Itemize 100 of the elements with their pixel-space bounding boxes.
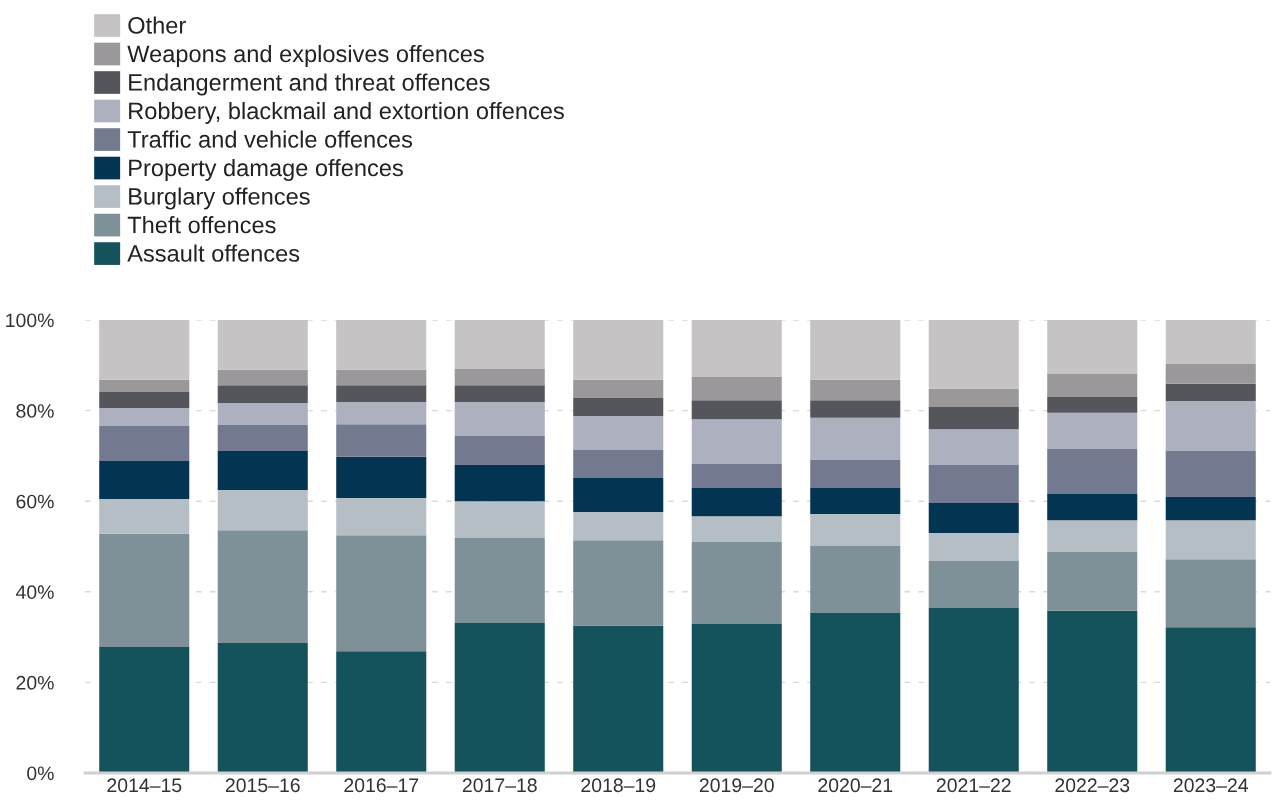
bar [573, 450, 664, 479]
bar [1165, 363, 1256, 384]
bar [454, 385, 545, 402]
bar [1165, 627, 1256, 773]
bar [573, 512, 664, 541]
bar [928, 320, 1019, 389]
bar [1165, 320, 1256, 364]
bar [1047, 320, 1138, 374]
bar [1047, 449, 1138, 494]
bar [99, 460, 190, 499]
bar [217, 450, 308, 490]
bar [691, 419, 782, 465]
x-tick-label: 2022–23 [1055, 778, 1130, 793]
bar [454, 464, 545, 502]
bar [1165, 559, 1256, 628]
bar [217, 402, 308, 426]
bar [454, 368, 545, 386]
bar [217, 642, 308, 773]
bar [1047, 610, 1138, 773]
legend-label: Weapons and explosives offences [127, 44, 484, 67]
bar [691, 320, 782, 378]
bar [810, 400, 901, 418]
bar [810, 459, 901, 489]
bar [1165, 497, 1256, 521]
x-tick-label: 2016–17 [344, 778, 419, 793]
bar [1047, 373, 1138, 398]
y-tick-label: 40% [15, 585, 54, 600]
bar [691, 464, 782, 489]
x-tick-label: 2023–24 [1173, 778, 1249, 793]
bar [1165, 520, 1256, 560]
bar [691, 541, 782, 624]
bar [99, 647, 190, 773]
bar [810, 379, 901, 401]
bar [99, 533, 190, 648]
bar [217, 320, 308, 370]
y-tick-label: 80% [16, 404, 54, 418]
bar [928, 464, 1019, 504]
bar [217, 425, 308, 451]
bar [454, 320, 545, 369]
bar [573, 625, 664, 773]
bar [573, 478, 664, 513]
bar [217, 385, 308, 403]
bar [99, 407, 190, 426]
legend-label: Assault offences [127, 244, 300, 262]
bar [336, 535, 427, 652]
bar [928, 608, 1019, 773]
bar [336, 424, 427, 457]
legend-label: Property damage offences [129, 158, 403, 181]
bar [810, 546, 901, 614]
bar [573, 397, 664, 417]
x-tick-label: 2015–16 [225, 778, 300, 793]
x-tick-label: 2019–20 [699, 778, 774, 793]
bar [573, 416, 664, 451]
legend-label: Other [128, 16, 186, 34]
bar [1047, 493, 1138, 521]
bar [99, 426, 190, 461]
bar [454, 435, 545, 465]
bar [1165, 401, 1256, 451]
bar [1165, 383, 1256, 402]
bar [454, 501, 545, 538]
bar [336, 320, 427, 370]
bar [810, 488, 901, 514]
bar [99, 392, 190, 408]
bar [336, 385, 427, 402]
bar [691, 377, 782, 401]
bar [336, 498, 427, 536]
bar [928, 532, 1019, 561]
y-tick-label: 60% [16, 494, 54, 509]
bar [691, 400, 782, 420]
bar [810, 320, 901, 380]
bar [336, 369, 427, 386]
bar [810, 417, 901, 460]
bar [336, 651, 427, 773]
legend-label: Traffic and vehicle offences [127, 130, 413, 148]
bar [928, 503, 1019, 533]
bar [810, 613, 901, 773]
bar [217, 369, 308, 386]
bar [454, 537, 545, 624]
bar [1047, 520, 1138, 552]
y-tick-label: 20% [16, 675, 54, 690]
x-tick-label: 2020–21 [818, 778, 893, 793]
bar [691, 516, 782, 542]
x-tick-label: 2018–19 [581, 778, 656, 793]
bar [217, 489, 308, 531]
bar [573, 540, 664, 626]
x-tick-label: 2017–18 [462, 778, 537, 793]
legend-label: Robbery, blackmail and extortion offences [129, 101, 564, 124]
x-tick-label: 2014–15 [107, 778, 182, 793]
bar [336, 456, 427, 499]
x-tick-label: 2021–22 [936, 778, 1011, 793]
legend-label: Theft offences [127, 215, 276, 234]
bar [217, 530, 308, 643]
bar [454, 401, 545, 436]
bar [928, 561, 1019, 609]
bar [1165, 450, 1256, 498]
bar [928, 429, 1019, 465]
bar [1047, 397, 1138, 413]
legend-label: Endangerment and threat offences [129, 73, 490, 96]
bar [928, 406, 1019, 430]
bar [691, 623, 782, 773]
